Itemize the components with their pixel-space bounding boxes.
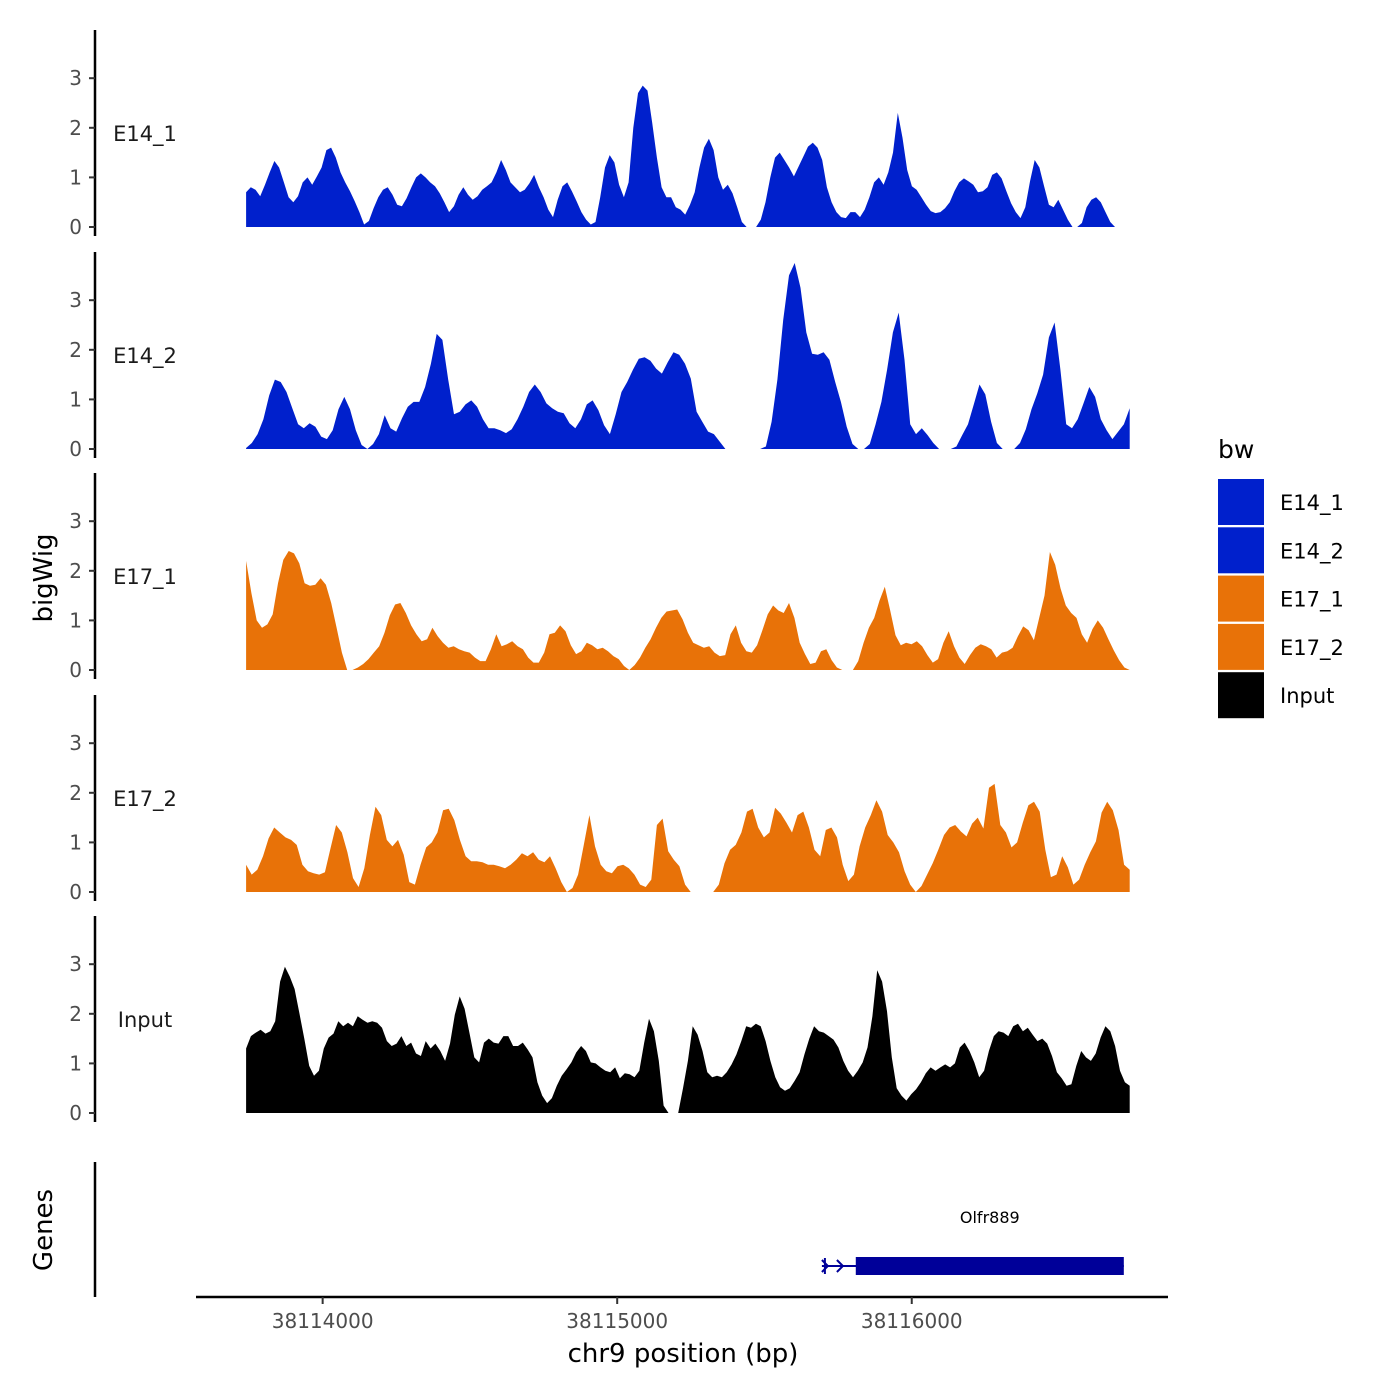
legend-swatch bbox=[1218, 575, 1264, 622]
legend-item-Input: Input bbox=[1218, 672, 1334, 719]
track-label: E17_1 bbox=[113, 565, 177, 590]
x-axis-title: chr9 position (bp) bbox=[568, 1339, 799, 1369]
track-Input: 0 1 2 3 Input bbox=[69, 916, 1130, 1125]
legend-swatch bbox=[1218, 479, 1264, 525]
track-label: E17_2 bbox=[113, 787, 177, 812]
y-tick-label: 1 bbox=[69, 165, 82, 189]
x-tick-label: 38116000 bbox=[861, 1309, 963, 1333]
legend-item-E14_1: E14_1 bbox=[1218, 479, 1344, 525]
area-series-E14_2 bbox=[246, 263, 1130, 449]
track-label: Input bbox=[118, 1008, 172, 1032]
track-E14_1: 0 1 2 3 E14_1 bbox=[69, 30, 1116, 239]
legend-label: Input bbox=[1280, 684, 1334, 708]
y-tick-label: 1 bbox=[69, 830, 82, 854]
legend-item-E17_2: E17_2 bbox=[1218, 623, 1344, 670]
y-tick-label: 3 bbox=[69, 952, 82, 976]
y-tick-label: 1 bbox=[69, 1051, 82, 1075]
y-tick-label: 0 bbox=[69, 1101, 82, 1125]
track-E17_2: 0 1 2 3 E17_2 bbox=[69, 695, 1130, 904]
y-tick-label: 2 bbox=[69, 1002, 82, 1026]
legend: E14_1 E14_2 E17_1 E17_2 Input bbox=[1218, 479, 1344, 719]
y-tick-label: 0 bbox=[69, 215, 82, 239]
y-tick-label: 2 bbox=[69, 781, 82, 805]
y-tick-label: 3 bbox=[69, 66, 82, 90]
legend-swatch bbox=[1218, 623, 1264, 670]
y-tick-label: 3 bbox=[69, 731, 82, 755]
legend-label: E17_2 bbox=[1280, 636, 1344, 661]
y-axis-title: bigWig bbox=[29, 533, 59, 622]
track-E17_1: 0 1 2 3 E17_1 bbox=[69, 473, 1130, 682]
y-tick-label: 0 bbox=[69, 880, 82, 904]
legend-label: E14_1 bbox=[1280, 491, 1344, 516]
legend-swatch bbox=[1218, 527, 1264, 574]
gene-label: Olfr889 bbox=[960, 1208, 1020, 1227]
strand-arrow-icon bbox=[836, 1259, 845, 1273]
y-tick-label: 2 bbox=[69, 559, 82, 583]
legend-label: E17_1 bbox=[1280, 588, 1344, 613]
area-series-E17_2 bbox=[246, 783, 1130, 892]
legend-item-E14_2: E14_2 bbox=[1218, 527, 1344, 574]
y-tick-label: 1 bbox=[69, 387, 82, 411]
track-label: E14_2 bbox=[113, 344, 177, 369]
y-tick-label: 0 bbox=[69, 437, 82, 461]
y-tick-label: 0 bbox=[69, 658, 82, 682]
legend-item-E17_1: E17_1 bbox=[1218, 575, 1344, 622]
strand-arrow-icon bbox=[821, 1259, 830, 1273]
area-series-E14_1 bbox=[246, 85, 1116, 227]
track-label: E14_1 bbox=[113, 122, 177, 147]
y-tick-label: 3 bbox=[69, 288, 82, 312]
track-E14_2: 0 1 2 3 E14_2 bbox=[69, 252, 1130, 461]
x-axis: 38114000 38115000 38116000 bbox=[196, 1295, 1168, 1333]
gene-Olfr889: Olfr889 bbox=[821, 1208, 1124, 1275]
genes-axis-title: Genes bbox=[29, 1189, 59, 1271]
y-tick-label: 2 bbox=[69, 338, 82, 362]
x-tick-label: 38114000 bbox=[272, 1309, 374, 1333]
area-series-Input bbox=[246, 966, 1130, 1113]
area-series-E17_1 bbox=[246, 551, 1130, 670]
y-tick-label: 1 bbox=[69, 608, 82, 632]
genes-track: Olfr889 bbox=[93, 1162, 1124, 1297]
legend-swatch bbox=[1218, 672, 1264, 719]
legend-label: E14_2 bbox=[1280, 539, 1344, 564]
y-tick-label: 3 bbox=[69, 509, 82, 533]
tracks: 0 1 2 3 E14_1 0 1 2 3 E14_2 0 1 2 3 E17_1 0 1 2 3 E17_2 0 1 2 3… bbox=[69, 30, 1130, 1125]
y-tick-label: 2 bbox=[69, 116, 82, 140]
x-tick-label: 38115000 bbox=[566, 1309, 668, 1333]
gene-exon-block bbox=[855, 1257, 1124, 1275]
legend-title: bw bbox=[1218, 435, 1254, 464]
